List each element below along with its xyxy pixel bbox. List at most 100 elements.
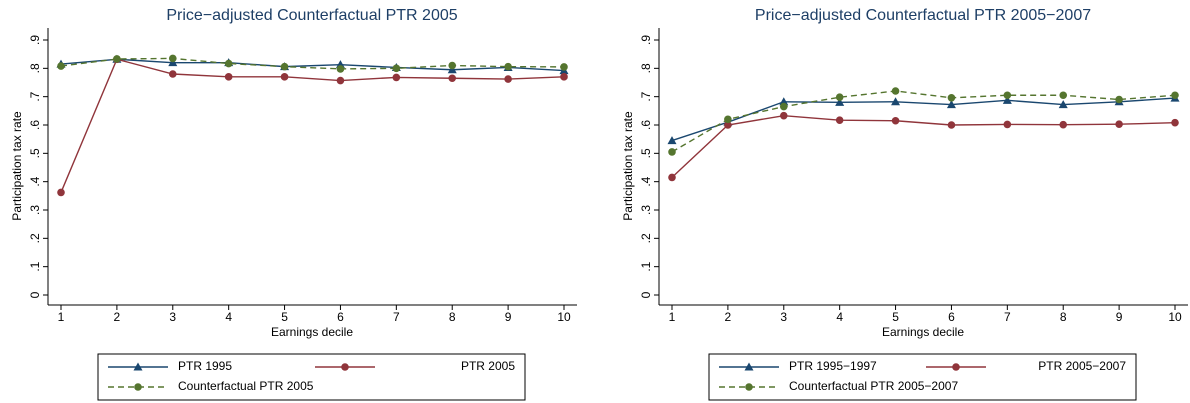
y-tick-label: .2 [28,233,42,243]
y-tick-label: .7 [639,91,653,101]
legend-label: PTR 1995 [178,359,232,373]
marker [1059,120,1068,129]
marker [168,70,177,78]
x-tick-label: 6 [948,310,955,324]
y-tick-label: 0 [28,291,42,298]
x-axis-title: Earnings decile [271,325,353,339]
y-tick-label: .8 [28,63,42,73]
legend-label: Counterfactual PTR 2005−2007 [789,379,958,393]
marker [448,61,457,70]
marker [1059,91,1068,100]
x-tick-label: 10 [1168,310,1182,324]
x-tick-label: 5 [281,310,288,324]
marker [779,111,788,120]
chart-title: Price−adjusted Counterfactual PTR 2005−2… [755,7,1091,24]
marker [113,55,121,63]
marker [168,54,177,63]
x-tick-label: 4 [225,310,232,324]
y-tick-label: .4 [639,176,653,186]
legend-label: PTR 1995−1997 [789,359,877,373]
marker [891,87,900,95]
marker [336,65,345,73]
y-tick-label: 0 [639,291,653,298]
x-tick-label: 1 [58,310,65,324]
marker [891,97,901,106]
x-tick-label: 6 [337,310,344,324]
x-tick-label: 10 [557,310,571,324]
x-tick-label: 3 [169,310,176,324]
y-tick-label: .9 [28,35,42,45]
x-tick-label: 7 [1004,310,1011,324]
x-tick-label: 9 [505,310,512,324]
legend-marker [341,363,349,371]
marker [724,115,732,124]
y-tick-label: .3 [639,205,653,215]
legend-marker [134,383,142,391]
x-tick-label: 8 [449,310,456,324]
marker [1003,91,1012,100]
marker [724,121,732,129]
y-tick-label: .4 [28,176,42,186]
marker [336,76,345,85]
marker [835,97,845,106]
marker [504,62,512,71]
y-tick-label: .5 [639,148,653,158]
marker [280,62,289,71]
marker [1002,95,1012,104]
marker [1058,100,1068,109]
marker [560,63,568,71]
y-tick-label: .6 [639,120,653,130]
marker [280,73,289,81]
series-line [671,90,1176,153]
x-tick-label: 4 [836,310,843,324]
marker [1171,91,1179,100]
y-tick-label: .1 [28,261,42,271]
marker [1115,120,1123,128]
legend-marker [744,362,754,371]
marker [668,148,676,156]
marker [57,188,65,197]
x-tick-label: 5 [892,310,899,324]
marker [57,62,65,70]
legend-label: PTR 2005 [461,359,515,373]
y-tick-label: .2 [639,233,653,243]
marker [891,116,900,125]
marker [448,74,457,83]
y-tick-label: .1 [639,261,653,271]
x-tick-label: 8 [1060,310,1067,324]
x-tick-label: 1 [669,310,676,324]
marker [668,173,676,182]
marker [392,73,401,82]
series-line [60,58,565,193]
series-line [60,57,565,70]
marker [947,121,956,129]
marker [835,116,844,124]
y-axis-title: Participation tax rate [10,111,24,221]
x-tick-label: 2 [114,310,121,324]
marker [667,136,677,145]
marker [1171,118,1179,127]
legend-marker [952,363,960,371]
x-axis-title: Earnings decile [882,325,964,339]
x-tick-label: 3 [780,310,787,324]
marker [835,93,844,102]
y-axis-title: Participation tax rate [621,111,635,221]
legend-label: PTR 2005−2007 [1038,359,1126,373]
chart-title: Price−adjusted Counterfactual PTR 2005 [166,7,457,24]
marker [224,59,233,68]
y-tick-label: .9 [639,35,653,45]
legend-box [97,353,526,401]
legend-marker [745,383,753,391]
y-tick-label: .8 [639,63,653,73]
legend-box [708,353,1137,401]
marker [1115,95,1123,104]
y-tick-label: .5 [28,148,42,158]
marker [779,102,788,111]
marker [779,97,789,106]
marker [392,64,401,73]
y-tick-label: .6 [28,120,42,130]
marker [560,73,568,81]
x-tick-label: 9 [1116,310,1123,324]
series-line [671,97,1176,142]
